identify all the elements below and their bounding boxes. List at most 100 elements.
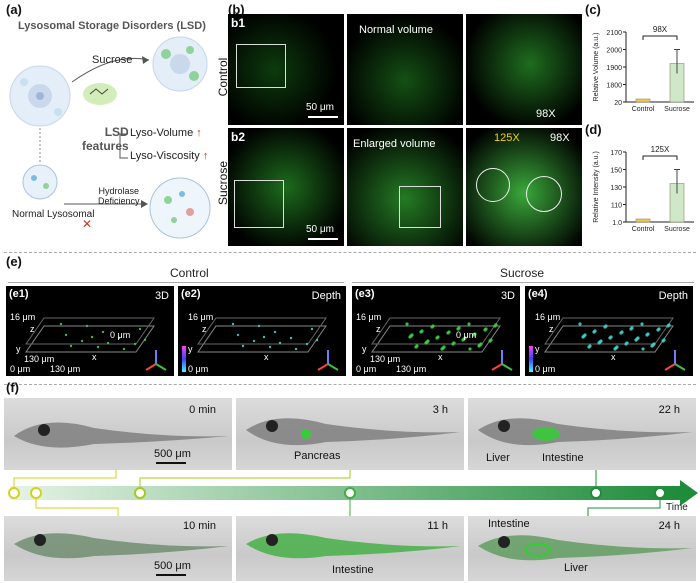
tile-label: (e3) — [355, 288, 375, 300]
b1-zoom-box — [236, 44, 286, 88]
enlarged-volume-label: Enlarged volume — [353, 138, 436, 150]
scale-text: 500 μm — [154, 448, 191, 460]
z-min-label: 0 μm — [10, 364, 31, 374]
time-label: 24 h — [658, 520, 680, 532]
divider — [4, 252, 696, 253]
e-control-title: Control — [170, 266, 209, 280]
b2-detail-image: 125X 98X — [466, 128, 582, 246]
scale-text: 500 μm — [154, 560, 191, 572]
b1-detail-image: 98X — [466, 14, 582, 125]
hydrolase-label: Hydrolase Deficiency — [98, 186, 140, 206]
scale-bar — [156, 574, 186, 576]
z-max-label: 16 μm — [535, 312, 561, 322]
volume-render — [25, 317, 167, 371]
axis-z: z — [202, 324, 207, 334]
b2-zoom-box — [234, 180, 284, 228]
time-label: 11 h — [427, 520, 448, 532]
sucrose-label: Sucrose — [92, 54, 133, 66]
intensity-bar-chart: 170 150 130 110 1.0 Control Sucrose 125X Relativ… — [590, 138, 698, 242]
b1-zoom-image: Normal volume — [347, 14, 463, 125]
time-label: 0 min — [189, 404, 216, 416]
b1-scale-bar — [308, 116, 338, 118]
hydrolase-line1: Hydrolase — [98, 186, 140, 196]
z-min-label: 0 μm — [356, 364, 377, 374]
axis-y: y — [16, 344, 21, 354]
tile-label: (e4) — [528, 288, 548, 300]
b1-label: b1 — [231, 16, 246, 30]
depth-colorbar — [182, 346, 186, 372]
e-control-rule — [8, 282, 344, 283]
volume-render — [544, 317, 686, 371]
bar-control — [635, 98, 651, 103]
zebrafish-image-0min: 0 min 500 μm — [4, 398, 232, 470]
significance-bracket — [642, 35, 678, 40]
y-tick-label: 2000 — [606, 48, 622, 55]
b1-overview-image: b1 50 μm — [228, 14, 344, 125]
time-label: 22 h — [658, 404, 680, 416]
time-label: 3 h — [432, 404, 448, 416]
y-axis-label: Relative Volume (a.u.) — [593, 33, 600, 102]
panel-label-a: (a) — [6, 2, 22, 17]
b2-scale-text: 50 μm — [306, 224, 334, 235]
zebrafish-image-11h: 11 h Intestine — [236, 516, 464, 581]
e-3d-tile: (e1) 3D 16 μm 0 μm z y x 0 μm 130 μm 130… — [6, 286, 174, 376]
b2-125x-label: 125X — [494, 132, 520, 144]
panel-label-c: (c) — [585, 2, 601, 17]
lsd-features-line2: features — [82, 139, 129, 153]
fold-change-label: 125X — [651, 145, 670, 154]
time-label: 10 min — [182, 520, 216, 532]
axis-x: x — [92, 352, 97, 362]
up-arrow-icon: ↑ — [202, 150, 209, 162]
x-origin-label: 0 μm — [456, 330, 477, 340]
volume-render — [371, 317, 513, 371]
lsd-schematic: ✕ — [9, 36, 211, 239]
zebrafish-image-3h: 3 h Pancreas — [236, 398, 464, 470]
category-label: Control — [632, 226, 655, 233]
b2-overview-image: b2 50 μm — [228, 128, 344, 246]
tile-mode: 3D — [154, 290, 169, 302]
tile-mode: 3D — [500, 290, 515, 302]
y-tick-label: 110 — [611, 203, 622, 210]
b1-98x-label: 98X — [536, 108, 556, 120]
enlarged-lysosome-circle — [476, 168, 510, 202]
z-max-label: 16 μm — [10, 312, 36, 322]
e-3d-tile: (e2) Depth 16 μm 0 μm z y x — [178, 286, 346, 376]
x-extent-label: 130 μm — [396, 364, 427, 374]
z-min-label: 0 μm — [535, 364, 556, 374]
axis-z: z — [549, 324, 554, 334]
time-axis-label: Time — [666, 502, 688, 513]
zebrafish-image-10min: 10 min 500 μm — [4, 516, 232, 581]
axis-x: x — [611, 352, 616, 362]
y-axis-label: Relative Intensity (a.u.) — [593, 151, 600, 223]
y-tick-label: 170 — [610, 150, 622, 157]
y-tick-label: 150 — [610, 168, 622, 175]
panel-label-f: (f) — [6, 380, 19, 395]
category-label: Control — [632, 106, 655, 113]
volume-render — [197, 317, 339, 371]
axis-y: y — [362, 344, 367, 354]
b2-detail-box — [399, 186, 441, 228]
organ-label-pancreas: Pancreas — [294, 450, 341, 462]
volume-bar-chart: 2100 2000 1900 1800 20 Control Sucrose 98X Relat… — [590, 18, 698, 122]
svg-text:✕: ✕ — [82, 217, 92, 231]
organ-label-intestine: Intestine — [542, 452, 584, 464]
bar-control — [635, 218, 651, 223]
axis-y: y — [188, 344, 193, 354]
axis-x: x — [264, 352, 269, 362]
divider — [4, 384, 696, 385]
axis-z: z — [376, 324, 381, 334]
x-extent-label: 130 μm — [50, 364, 81, 374]
normal-volume-label: Normal volume — [359, 24, 433, 36]
significance-bracket — [642, 155, 678, 160]
axis-x: x — [438, 352, 443, 362]
zebrafish-image-24h: 24 h Intestine Liver — [468, 516, 696, 581]
category-label: Sucrose — [664, 226, 690, 233]
feature-volume-text: Lyso-Volume — [130, 127, 194, 139]
lsd-title: Lysosomal Storage Disorders (LSD) — [18, 20, 206, 32]
lsd-features-label: LSD features — [82, 125, 129, 153]
time-axis — [8, 470, 698, 516]
organ-label-liver: Liver — [564, 562, 588, 574]
y-extent-label: 130 μm — [370, 354, 401, 364]
panel-label-e: (e) — [6, 254, 22, 269]
z-max-label: 16 μm — [356, 312, 382, 322]
